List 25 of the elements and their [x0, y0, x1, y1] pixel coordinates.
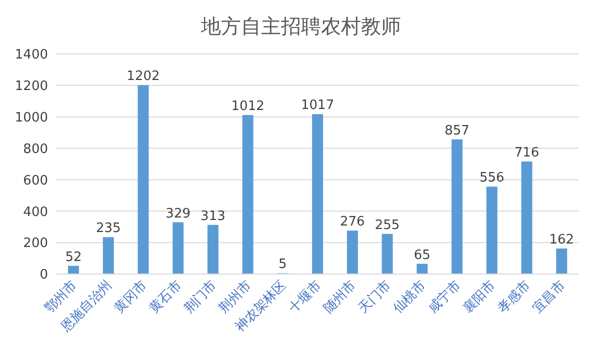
- data-label: 235: [96, 221, 121, 236]
- data-label: 556: [479, 170, 504, 186]
- data-label: 276: [340, 214, 365, 230]
- y-tick-label: 800: [23, 142, 48, 157]
- data-label: 65: [414, 248, 430, 263]
- data-label: 857: [444, 123, 470, 138]
- y-tick-label: 1400: [14, 48, 48, 63]
- data-label: 1202: [126, 69, 160, 84]
- y-tick-label: 0: [40, 268, 48, 283]
- y-tick-label: 400: [23, 204, 48, 220]
- data-label: 162: [549, 232, 574, 248]
- data-label: 329: [166, 206, 191, 222]
- data-label: 255: [374, 218, 400, 233]
- data-label: 5: [278, 257, 287, 272]
- data-label: 1017: [301, 98, 334, 114]
- data-label: 1012: [231, 98, 264, 114]
- data-label: 52: [65, 250, 82, 265]
- chart-title: 地方自主招聘农村教师: [200, 13, 402, 40]
- data-label: 313: [200, 208, 226, 224]
- y-tick-label: 200: [23, 236, 48, 252]
- x-tick-label: 宜昌市: [530, 278, 568, 316]
- data-label: 716: [514, 145, 540, 160]
- y-tick-label: 1000: [14, 110, 48, 126]
- y-tick-label: 1200: [14, 79, 48, 94]
- y-tick-label: 600: [23, 173, 48, 188]
